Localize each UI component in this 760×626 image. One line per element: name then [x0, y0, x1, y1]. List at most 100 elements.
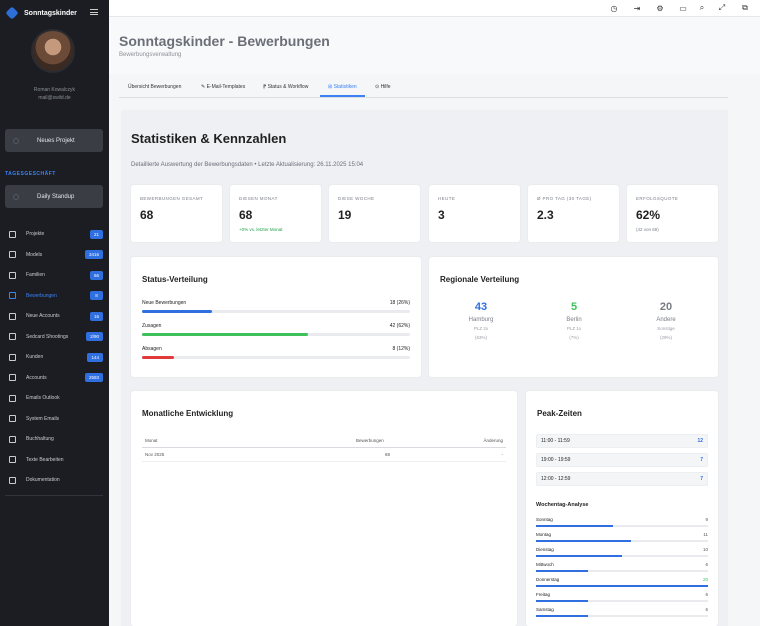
peak-row: 19:00 - 19:59 7 — [536, 453, 708, 467]
region-value: 43 — [474, 301, 488, 313]
region-percent: (63%) — [474, 335, 487, 340]
kpi-card-avg-per-day: Ø PRO TAG (30 TAGE) 2.3 — [528, 185, 619, 242]
kpi-card-week: DIESE WOCHE 19 — [329, 185, 420, 242]
windows-icon[interactable]: ⧉ — [742, 3, 748, 12]
peak-time: 19:00 - 19:59 — [541, 457, 571, 463]
sidebar-item-system-emails[interactable]: System Emails — [0, 409, 109, 430]
daily-standup-button[interactable]: Daily Standup — [5, 185, 103, 208]
count-badge: 2/90 — [86, 332, 103, 342]
kpi-label: DIESEN MONAT — [239, 196, 278, 201]
region-berlin: 5 Berlin PLZ 1x (7%) — [534, 301, 614, 341]
card-title: Monatliche Entwicklung — [142, 409, 234, 418]
sidebar-item-texte-bearbeiten[interactable]: Texte Bearbeiten — [0, 450, 109, 471]
table-row[interactable]: Nov 2025 68 - — [142, 448, 506, 462]
progress-track — [142, 310, 410, 313]
progress-fill — [536, 585, 708, 587]
tab-email-templates[interactable]: ✎ E-Mail-Templates — [201, 84, 246, 90]
section-label: TAGESGESCHÄFT — [5, 171, 56, 177]
region-name: Hamburg — [468, 317, 494, 323]
status-value: 18 (26%) — [389, 300, 410, 306]
region-value: 5 — [570, 301, 578, 313]
sidebar-item-label: Kunden — [26, 354, 44, 361]
region-name: Andere — [656, 317, 676, 323]
fullscreen-icon[interactable]: ⤢ — [718, 3, 726, 12]
sidebar-item-dokumentation[interactable]: Dokumentation — [0, 470, 109, 491]
kpi-label: Ø PRO TAG (30 TAGE) — [537, 196, 592, 201]
card-title: Status-Verteilung — [142, 275, 208, 284]
clock-icon[interactable]: ◷ — [610, 3, 618, 13]
progress-track — [536, 540, 708, 542]
new-project-button[interactable]: Neues Projekt — [5, 129, 103, 152]
peak-row: 12:00 - 12:59 7 — [536, 472, 708, 486]
sidebar-item-buchhaltung[interactable]: Buchhaltung — [0, 429, 109, 450]
tab-overview[interactable]: Übersicht Bewerbungen — [128, 84, 182, 90]
progress-fill — [536, 525, 614, 527]
count-badge: 21 — [89, 229, 103, 239]
brand[interactable]: Sonntagskinder — [5, 6, 105, 20]
table-header: Monat Bewerbungen Änderung — [142, 434, 506, 448]
kpi-value: 3 — [438, 208, 445, 222]
weekday-label: Samstag — [536, 607, 554, 612]
users-icon — [9, 312, 16, 320]
weekday-title: Wochentag-Analyse — [536, 502, 589, 508]
region-name: Berlin — [566, 317, 582, 323]
sidebar-item-label: System Emails — [26, 415, 60, 422]
cell-change: - — [501, 452, 504, 457]
tab-status-workflow[interactable]: ⁋ Status & Workflow — [263, 84, 309, 90]
sidebar-item-accounts[interactable]: Accounts 2593 — [0, 368, 109, 389]
stats-title: Statistiken & Kennzahlen — [131, 131, 287, 146]
gear-icon[interactable]: ⚙ — [656, 3, 664, 13]
brand-name: Sonntagskinder — [24, 9, 77, 17]
menu-icon[interactable] — [90, 9, 98, 15]
avatar[interactable] — [31, 29, 75, 73]
page-title: Sonntagskinder - Bewerbungen — [119, 33, 330, 49]
column-header: Bewerbungen — [356, 438, 384, 443]
inbox-icon[interactable]: ▭ — [679, 3, 687, 13]
region-value: 20 — [659, 301, 673, 313]
progress-fill — [536, 615, 588, 617]
region-plz: PLZ 2x — [473, 326, 489, 331]
progress-track — [142, 356, 410, 359]
weekday-label: Montag — [536, 532, 552, 537]
sidebar-item-emails-outlook[interactable]: Emails Outlook — [0, 388, 109, 409]
monthly-table: Monat Bewerbungen Änderung Nov 2025 68 - — [142, 434, 506, 462]
logout-icon[interactable]: ⇥ — [633, 3, 641, 13]
kpi-label: ERFOLGSQUOTE — [636, 196, 679, 201]
peak-count: 12 — [697, 438, 703, 444]
kpi-value: 19 — [338, 208, 352, 222]
sidebar-item-kunden[interactable]: Kunden 144 — [0, 347, 109, 368]
status-value: 8 (12%) — [392, 346, 410, 352]
progress-fill — [142, 333, 309, 336]
calendar-icon — [9, 333, 16, 341]
sidebar-item-familien[interactable]: Familien 66 — [0, 265, 109, 286]
sidebar-item-models[interactable]: Models 3416 — [0, 245, 109, 266]
sidebar-item-label: Projekte — [26, 231, 45, 238]
mail-icon — [9, 394, 16, 402]
region-hamburg: 43 Hamburg PLZ 2x (63%) — [441, 301, 521, 341]
count-badge: 66 — [89, 270, 103, 280]
regional-distribution-card: Regionale Verteilung 43 Hamburg PLZ 2x (… — [429, 257, 718, 377]
sidebar-item-label: Emails Outlook — [26, 395, 60, 402]
new-project-label: Neues Projekt — [37, 137, 75, 144]
tab-help[interactable]: ⊙ Hilfe — [375, 84, 391, 90]
peak-row: 11:00 - 11:59 12 — [536, 434, 708, 448]
plus-circle-icon — [13, 137, 19, 144]
search-icon[interactable]: ⌕ — [699, 3, 705, 12]
sidebar-item-projekte[interactable]: Projekte 21 — [0, 224, 109, 245]
region-other: 20 Andere Sonstige (29%) — [626, 301, 706, 341]
top-bar: ◷ ⇥ ⚙ ▭ ⌕ ⤢ ⧉ — [109, 0, 760, 17]
peak-time: 12:00 - 12:59 — [541, 476, 571, 482]
weekday-label: Freitag — [536, 592, 551, 597]
sidebar-item-bewerbungen[interactable]: Bewerbungen 8 — [0, 286, 109, 307]
user-email: mail@swild.de — [38, 95, 71, 101]
envelope-icon — [9, 415, 16, 423]
kpi-note: (42 von 68) — [636, 227, 659, 232]
weekday-label: Donnerstag — [536, 577, 560, 582]
sidebar-item-sedcard-shootings[interactable]: Sedcard Shootings 2/90 — [0, 327, 109, 348]
progress-track — [536, 555, 708, 557]
sidebar-item-neue-accounts[interactable]: Neue Accounts 16 — [0, 306, 109, 327]
user-name: Roman Kowalczyk — [33, 87, 76, 93]
progress-fill — [536, 540, 631, 542]
tab-statistics[interactable]: ⊞ Statistiken — [328, 84, 357, 90]
active-tab-indicator — [320, 95, 365, 97]
